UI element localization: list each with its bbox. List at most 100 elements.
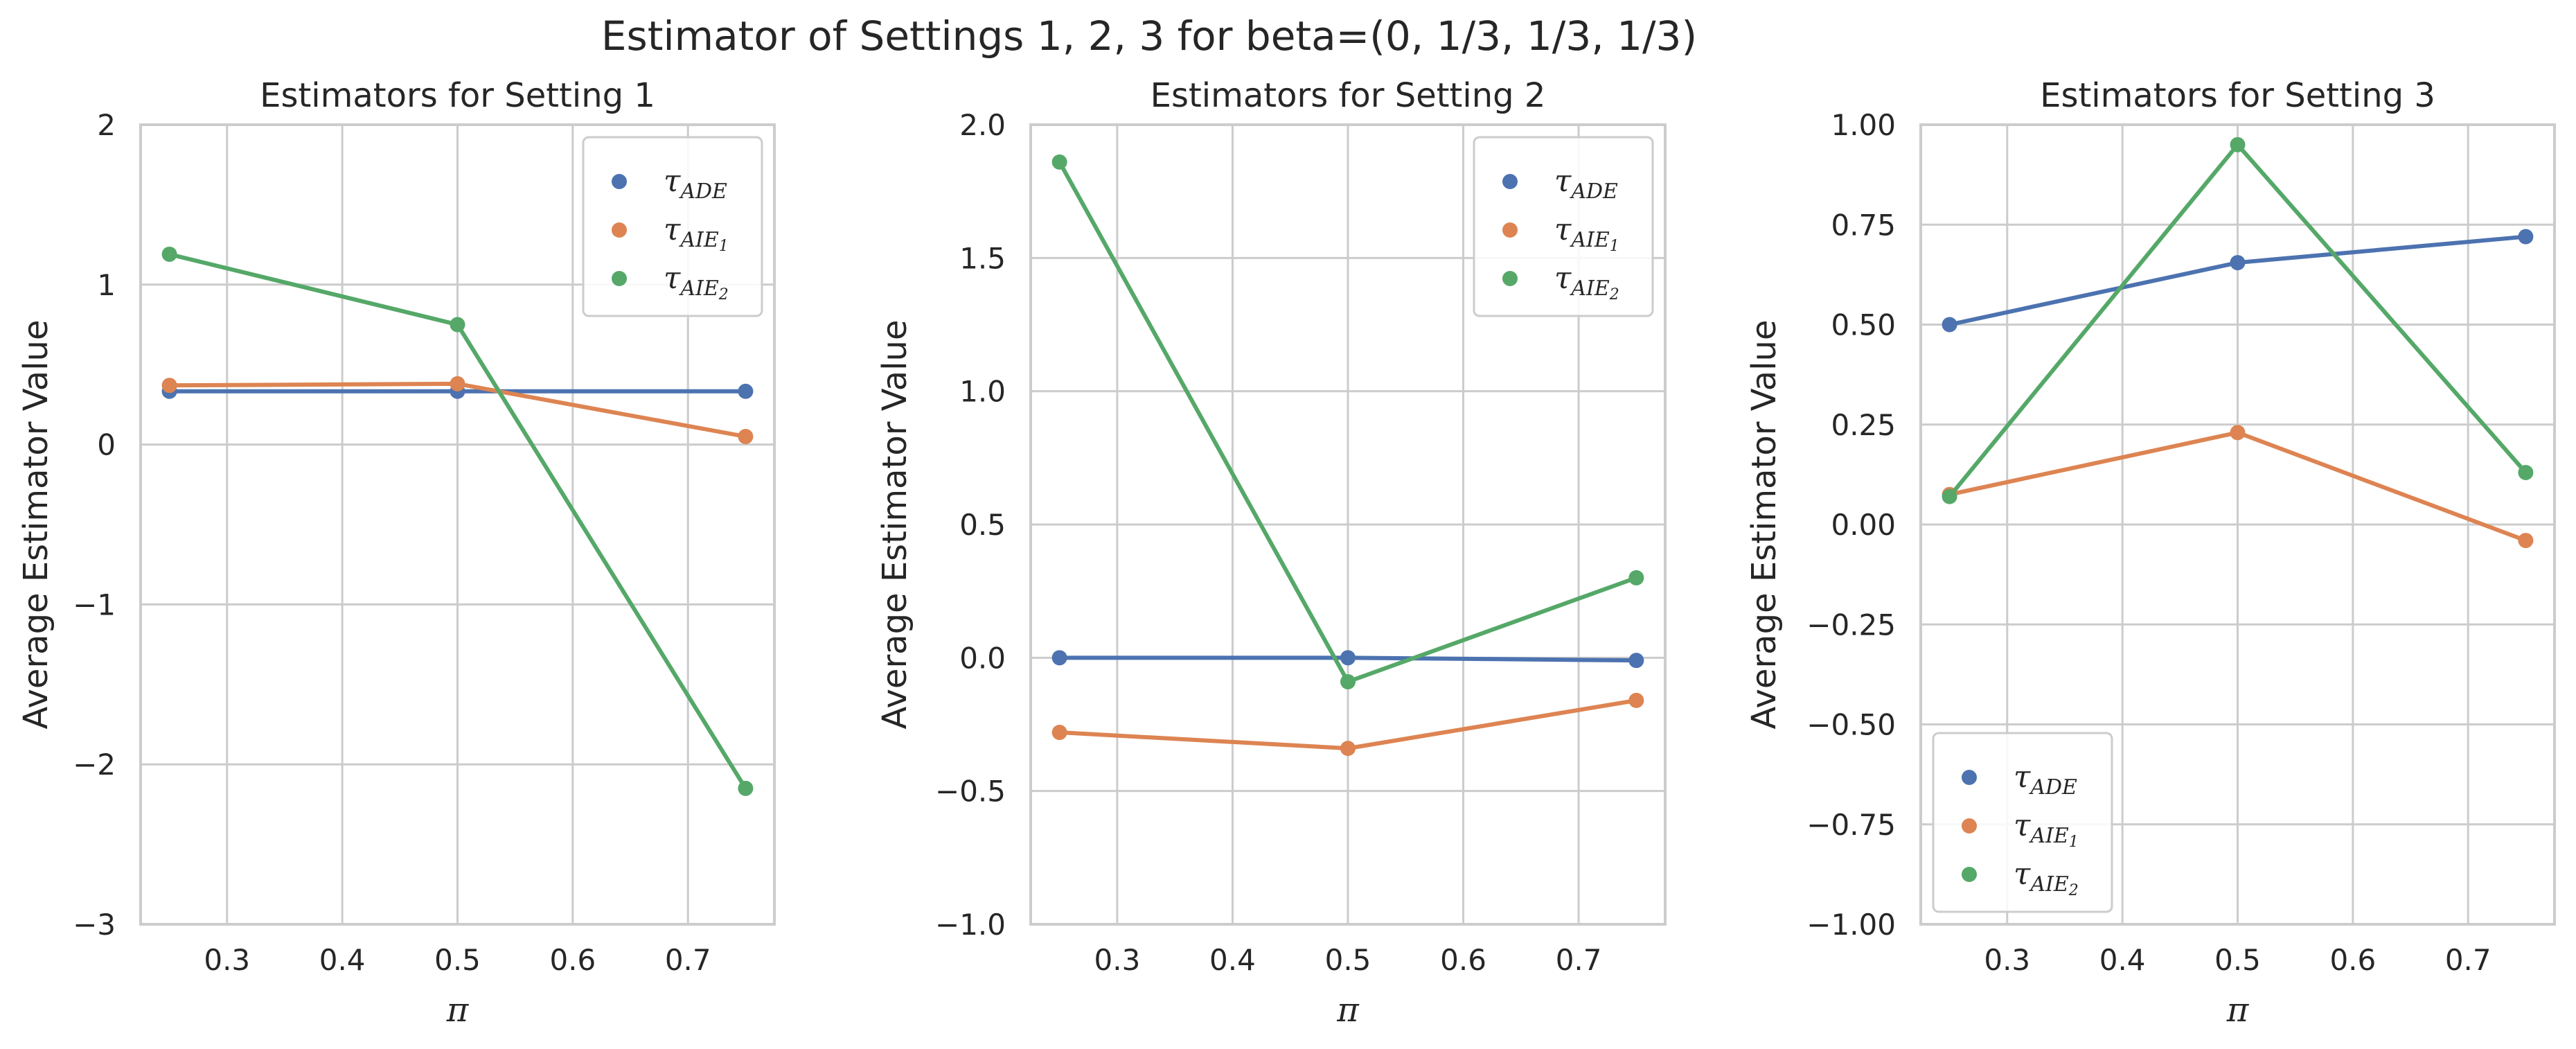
legend-label-aie1: τAIE1 xyxy=(1554,212,1619,255)
data-point-aie2 xyxy=(161,246,177,262)
data-point-aie2 xyxy=(1051,154,1067,170)
x-tick-label: 0.6 xyxy=(2329,943,2376,977)
y-tick-label: 1 xyxy=(97,268,116,302)
data-point-aie2 xyxy=(2518,464,2534,480)
y-axis-label: Average Estimator Value xyxy=(1745,319,1784,729)
x-tick-label: 0.4 xyxy=(2099,943,2146,977)
legend-marker-aie2 xyxy=(1962,867,1977,882)
legend: τADE τAIE1 τAIE2 xyxy=(1473,136,1654,317)
panel-title: Estimators for Setting 3 xyxy=(2040,76,2435,115)
y-tick-label: 0.50 xyxy=(1831,308,1896,342)
data-point-aie2 xyxy=(2230,136,2246,152)
data-point-ade xyxy=(1340,650,1356,666)
chart-panel-3: 0.3 0.4 0.5 0.6 0.7 −1.00 −0.75 −0.50 −0.25 0.00 0… xyxy=(1745,76,2556,1030)
x-tick-label: 0.7 xyxy=(1556,943,1602,977)
legend-marker-aie2 xyxy=(1502,271,1518,286)
y-tick-label: −0.25 xyxy=(1806,608,1896,642)
y-tick-label: −1 xyxy=(73,588,116,622)
panel-title: Estimators for Setting 1 xyxy=(260,76,655,115)
x-axis-label: π xyxy=(2226,991,2250,1030)
data-point-aie1 xyxy=(2518,533,2534,549)
y-tick-label: 0.25 xyxy=(1831,408,1896,442)
y-tick-label: 1.00 xyxy=(1831,108,1896,142)
data-point-aie1 xyxy=(738,429,754,445)
x-tick-label: 0.6 xyxy=(549,943,596,977)
x-tick-label: 0.3 xyxy=(1094,943,1141,977)
y-axis-label: Average Estimator Value xyxy=(17,319,55,729)
data-point-aie1 xyxy=(2230,425,2246,441)
x-tick-label: 0.3 xyxy=(204,943,250,977)
chart-panel-2: 0.3 0.4 0.5 0.6 0.7 −1.0 −0.5 0.0 0.5 1.0 1.5 2.0 Es… xyxy=(876,76,1667,1030)
data-point-ade xyxy=(1628,653,1644,669)
data-point-aie1 xyxy=(1051,725,1067,741)
x-tick-label: 0.4 xyxy=(319,943,366,977)
data-point-ade xyxy=(1942,317,1957,333)
y-tick-label: 0 xyxy=(97,428,116,462)
legend-label-ade: τADE xyxy=(664,164,727,204)
y-tick-label: 1.5 xyxy=(959,241,1006,275)
data-point-aie2 xyxy=(450,317,465,333)
x-tick-label: 0.7 xyxy=(2445,943,2491,977)
data-point-aie1 xyxy=(161,378,177,394)
legend-marker-aie2 xyxy=(612,271,627,286)
data-point-ade xyxy=(1051,650,1067,666)
legend-box xyxy=(1473,136,1654,317)
legend: τADE τAIE1 τAIE2 xyxy=(582,136,763,317)
y-tick-label: −0.50 xyxy=(1806,708,1896,742)
legend-box xyxy=(1932,732,2113,913)
y-tick-label: 0.00 xyxy=(1831,508,1896,542)
legend-label-ade: τADE xyxy=(1554,164,1618,204)
data-point-ade xyxy=(2518,229,2534,245)
legend-marker-aie1 xyxy=(1502,222,1518,238)
legend-marker-ade xyxy=(612,174,627,189)
legend-box xyxy=(582,136,763,317)
x-tick-label: 0.5 xyxy=(434,943,481,977)
x-axis-label: π xyxy=(446,991,470,1030)
y-tick-label: −1.00 xyxy=(1806,908,1896,942)
legend-label-aie1: τAIE1 xyxy=(664,212,729,255)
y-tick-label: 2.0 xyxy=(959,108,1006,142)
x-tick-label: 0.5 xyxy=(1325,943,1371,977)
plot-frame xyxy=(139,123,776,926)
panel-title: Estimators for Setting 2 xyxy=(1151,76,1546,115)
legend-label-ade: τADE xyxy=(2014,759,2077,800)
y-tick-label: −3 xyxy=(73,908,116,942)
figure-title: Estimator of Settings 1, 2, 3 for beta=(… xyxy=(601,12,1697,60)
y-tick-label: −2 xyxy=(73,748,116,782)
data-point-ade xyxy=(2230,255,2246,271)
x-axis-label: π xyxy=(1336,991,1360,1030)
y-tick-label: 1.0 xyxy=(959,375,1006,409)
y-tick-label: 0.5 xyxy=(959,508,1006,542)
legend-label-aie1: τAIE1 xyxy=(2014,808,2079,851)
x-tick-label: 0.5 xyxy=(2214,943,2261,977)
legend-label-aie2: τAIE2 xyxy=(664,261,729,303)
legend-marker-ade xyxy=(1962,770,1977,785)
legend-marker-aie1 xyxy=(1962,818,1977,834)
y-tick-label: −0.5 xyxy=(935,775,1006,809)
legend-label-aie2: τAIE2 xyxy=(1554,261,1619,303)
y-tick-label: 2 xyxy=(97,108,116,142)
chart-panel-1: 0.3 0.4 0.5 0.6 0.7 −3 −2 −1 0 1 2 Estimators for S… xyxy=(17,76,776,1030)
legend-label-aie2: τAIE2 xyxy=(2014,856,2079,899)
y-tick-label: 0.75 xyxy=(1831,208,1896,242)
y-tick-label: −1.0 xyxy=(935,908,1006,942)
plot-frame xyxy=(1919,123,2556,926)
x-tick-label: 0.3 xyxy=(1984,943,2030,977)
data-point-aie1 xyxy=(1340,741,1356,757)
data-point-aie2 xyxy=(1340,673,1356,689)
x-tick-label: 0.6 xyxy=(1440,943,1486,977)
x-tick-label: 0.7 xyxy=(665,943,711,977)
data-point-aie2 xyxy=(1942,488,1957,504)
legend: τADE τAIE1 τAIE2 xyxy=(1932,732,2113,913)
plot-frame xyxy=(1029,123,1667,926)
legend-marker-ade xyxy=(1502,174,1518,189)
y-axis-label: Average Estimator Value xyxy=(876,319,914,729)
data-point-aie2 xyxy=(738,780,754,796)
data-point-aie2 xyxy=(1628,570,1644,585)
y-tick-label: 0.0 xyxy=(959,641,1006,675)
data-point-aie1 xyxy=(450,376,465,391)
y-tick-label: −0.75 xyxy=(1806,808,1896,842)
x-tick-label: 0.4 xyxy=(1209,943,1256,977)
legend-marker-aie1 xyxy=(612,222,627,238)
